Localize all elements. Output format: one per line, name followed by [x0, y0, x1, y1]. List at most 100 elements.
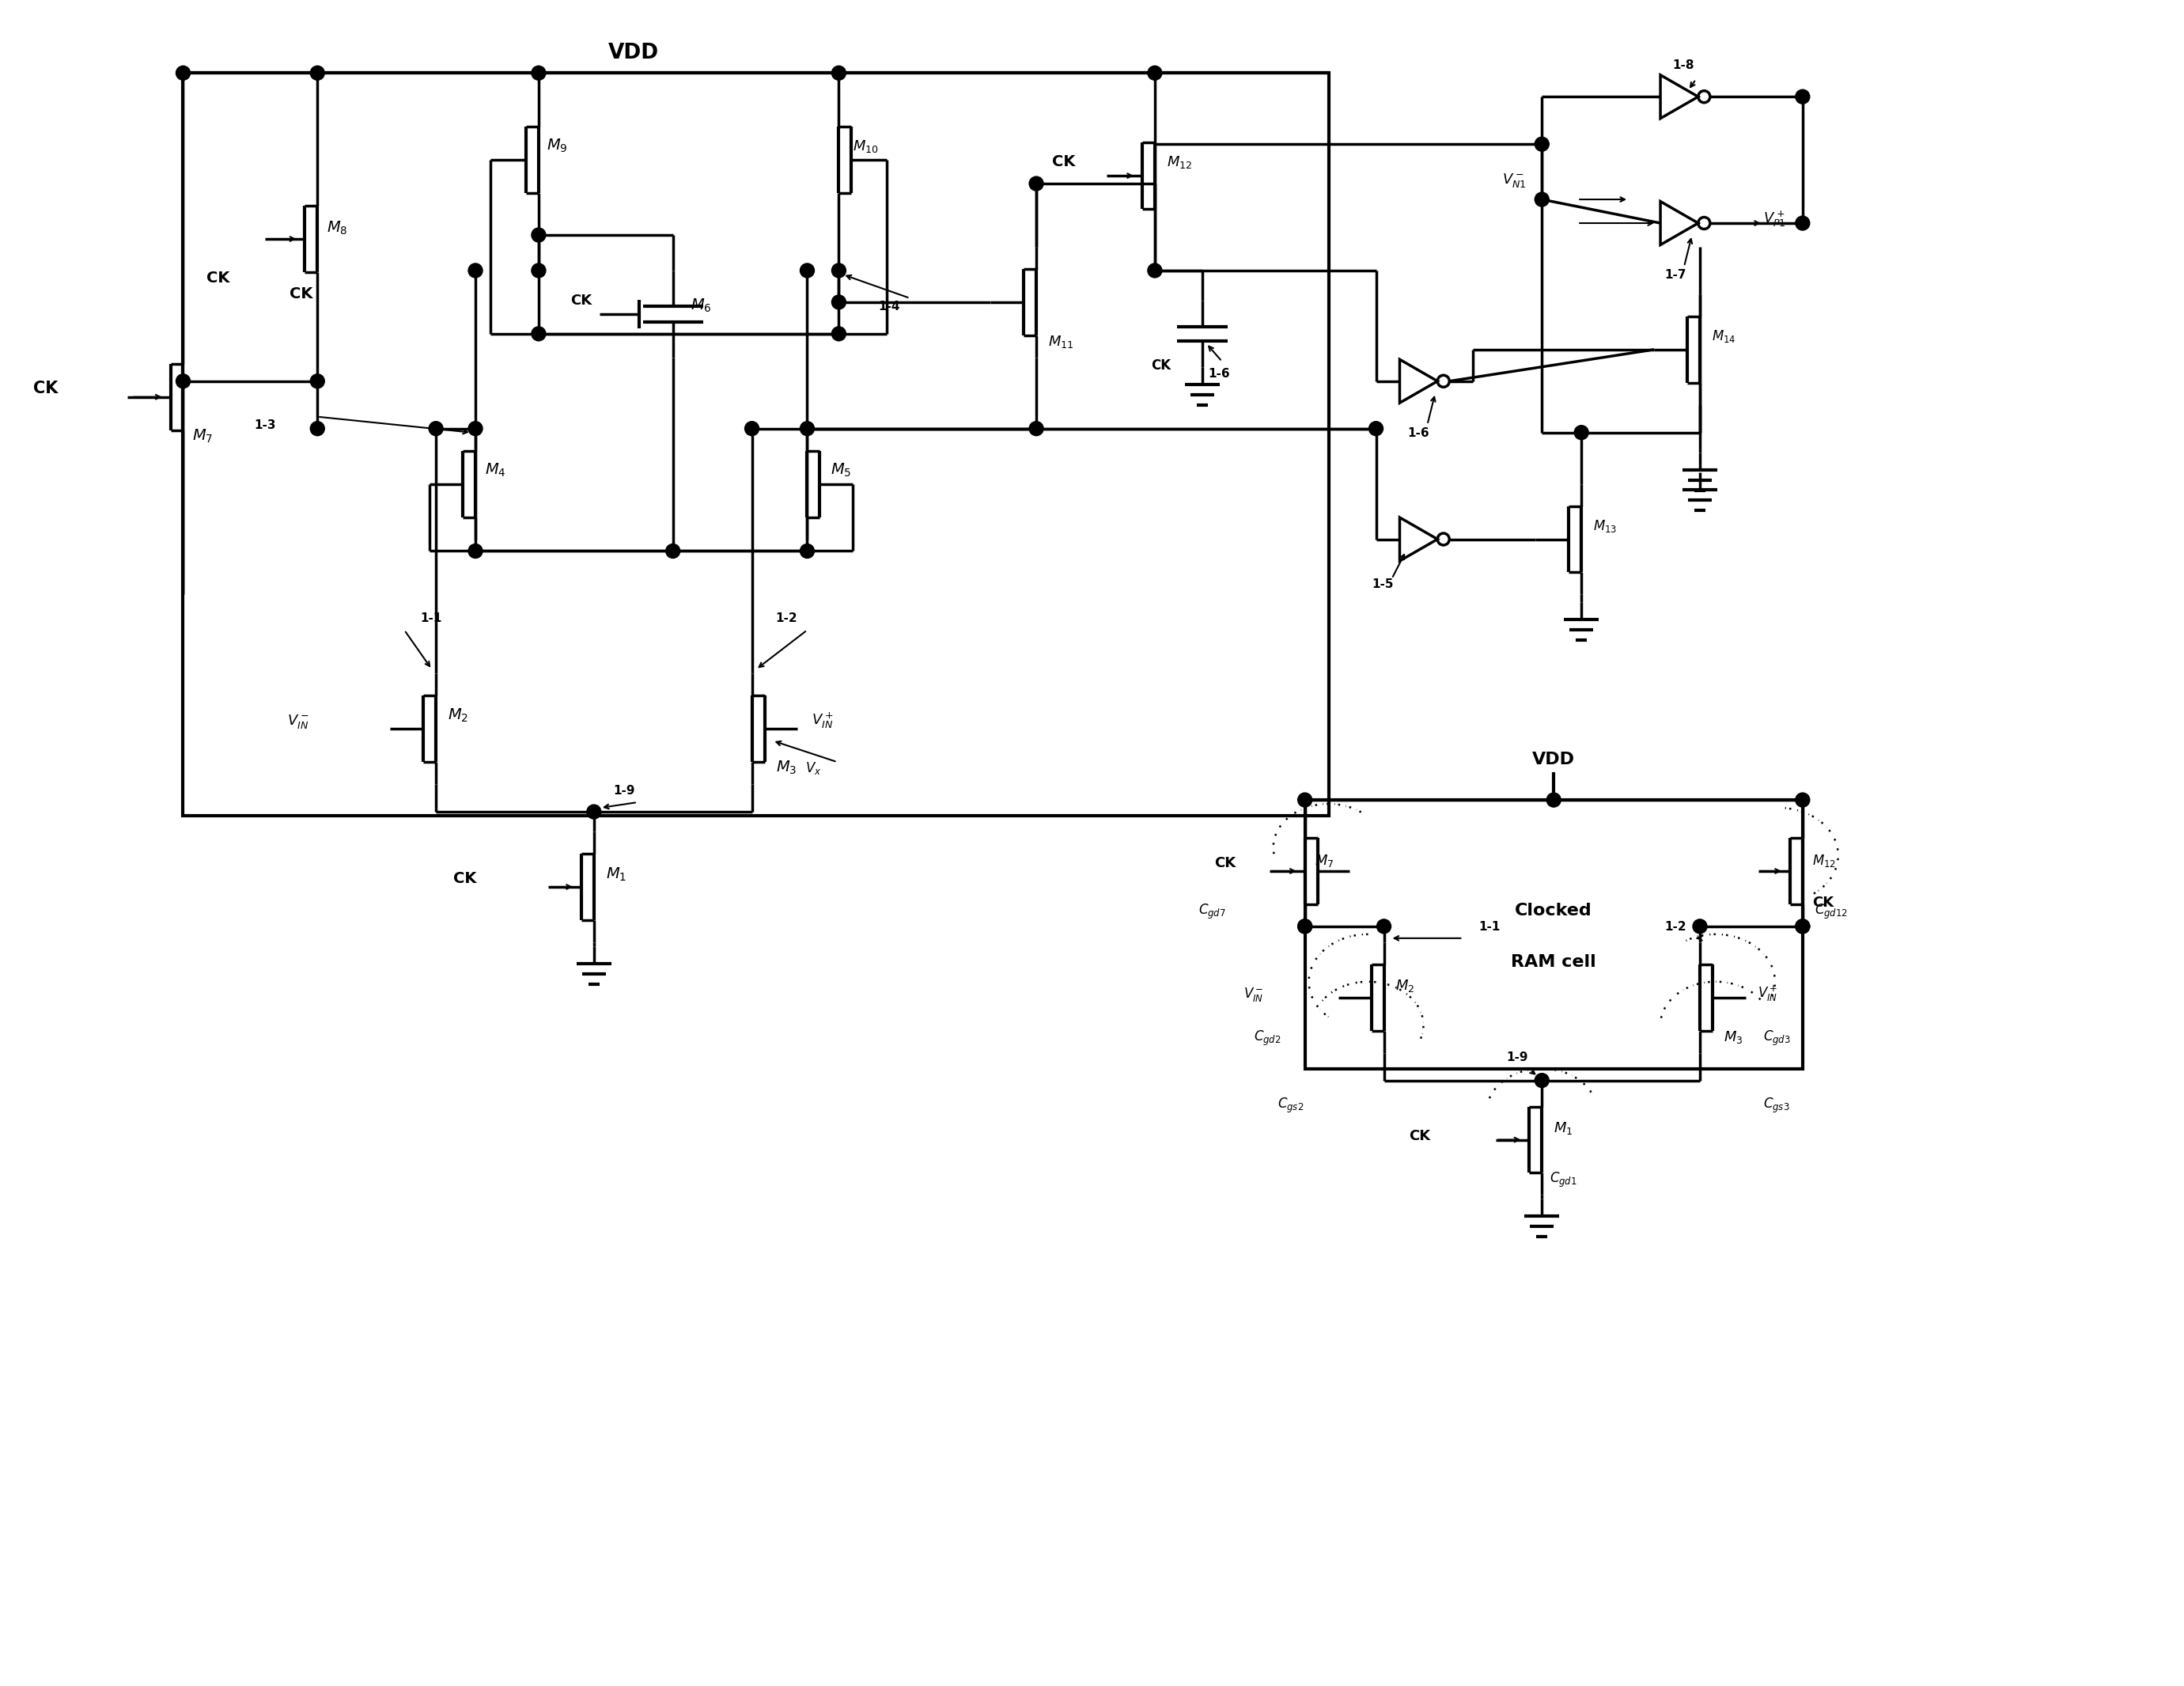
Text: $M_{13}$: $M_{13}$ [1594, 518, 1616, 534]
Text: CK: CK [454, 872, 476, 887]
Circle shape [1297, 919, 1313, 934]
Text: 1-2: 1-2 [775, 612, 797, 624]
Text: $M_{12}$: $M_{12}$ [1166, 155, 1192, 170]
Circle shape [310, 374, 325, 388]
Text: Clocked: Clocked [1516, 902, 1592, 919]
Text: $M_9$: $M_9$ [546, 138, 568, 155]
Text: RAM cell: RAM cell [1511, 954, 1597, 969]
Text: $M_1$: $M_1$ [1553, 1120, 1572, 1136]
Circle shape [1149, 263, 1162, 278]
Text: $M_5$: $M_5$ [830, 462, 852, 479]
Text: VDD: VDD [607, 42, 660, 64]
Circle shape [531, 228, 546, 243]
Circle shape [1029, 177, 1044, 191]
Text: CK: CK [1214, 856, 1236, 870]
Circle shape [832, 263, 845, 278]
Circle shape [1795, 792, 1811, 808]
Text: 1-1: 1-1 [1479, 921, 1500, 932]
Text: $C_{gd7}$: $C_{gd7}$ [1199, 902, 1225, 921]
Text: 1-7: 1-7 [1664, 270, 1686, 282]
Text: $V_{P1}^+$: $V_{P1}^+$ [1762, 209, 1787, 229]
Text: 1-5: 1-5 [1372, 578, 1393, 590]
Circle shape [177, 66, 190, 81]
Text: CK: CK [290, 287, 312, 302]
Text: $M_7$: $M_7$ [1315, 853, 1334, 868]
Circle shape [1693, 919, 1708, 934]
Text: 1-1: 1-1 [419, 612, 441, 624]
Text: $M_{14}$: $M_{14}$ [1712, 329, 1736, 344]
Circle shape [1029, 422, 1044, 435]
Circle shape [310, 422, 325, 435]
Circle shape [1535, 137, 1548, 152]
Circle shape [531, 327, 546, 341]
Circle shape [467, 422, 483, 435]
Text: 1-9: 1-9 [614, 786, 636, 797]
Text: $M_4$: $M_4$ [485, 462, 507, 479]
Circle shape [1369, 422, 1382, 435]
Circle shape [1376, 919, 1391, 934]
Bar [1304, 799, 1802, 1069]
Text: $C_{gd1}$: $C_{gd1}$ [1551, 1172, 1577, 1190]
Text: $M_{12}$: $M_{12}$ [1813, 853, 1837, 868]
Circle shape [1297, 919, 1313, 934]
Text: $M_2$: $M_2$ [448, 706, 467, 723]
Circle shape [1795, 919, 1811, 934]
Text: $M_3$: $M_3$ [1723, 1028, 1743, 1045]
Text: 1-9: 1-9 [1507, 1050, 1529, 1064]
Circle shape [799, 545, 815, 558]
Circle shape [531, 66, 546, 81]
Text: $V_{IN}^+$: $V_{IN}^+$ [1758, 985, 1778, 1003]
Text: 1-8: 1-8 [1673, 59, 1695, 71]
Circle shape [467, 263, 483, 278]
Text: CK: CK [1053, 155, 1075, 169]
Circle shape [1795, 89, 1811, 105]
Circle shape [428, 422, 443, 435]
Text: VDD: VDD [1533, 752, 1575, 767]
Text: 1-3: 1-3 [253, 420, 275, 432]
Text: $V_x$: $V_x$ [806, 760, 821, 776]
Circle shape [745, 422, 760, 435]
Circle shape [587, 804, 601, 819]
Circle shape [177, 374, 190, 388]
Circle shape [832, 66, 845, 81]
Circle shape [832, 295, 845, 309]
Circle shape [1535, 1074, 1548, 1087]
Circle shape [799, 263, 815, 278]
Text: 1-4: 1-4 [878, 300, 900, 312]
Circle shape [310, 66, 325, 81]
Text: $M_{11}$: $M_{11}$ [1048, 334, 1075, 349]
Text: $V_{IN}^+$: $V_{IN}^+$ [812, 711, 834, 730]
Text: $M_2$: $M_2$ [1396, 978, 1415, 993]
Circle shape [467, 545, 483, 558]
Text: $C_{gs3}$: $C_{gs3}$ [1762, 1096, 1789, 1114]
Text: CK: CK [570, 293, 592, 307]
Text: $M_{10}$: $M_{10}$ [854, 138, 878, 155]
Circle shape [832, 327, 845, 341]
Text: 1-6: 1-6 [1208, 368, 1230, 379]
Circle shape [1535, 192, 1548, 207]
Circle shape [1149, 66, 1162, 81]
Text: CK: CK [207, 270, 229, 285]
Text: $C_{gs2}$: $C_{gs2}$ [1278, 1096, 1304, 1114]
Text: $M_7$: $M_7$ [192, 428, 214, 445]
Text: 1-6: 1-6 [1409, 427, 1431, 438]
Circle shape [799, 422, 815, 435]
Circle shape [666, 545, 679, 558]
Circle shape [1575, 425, 1588, 440]
Text: 1-2: 1-2 [1664, 921, 1686, 932]
Text: $V_{N1}^-$: $V_{N1}^-$ [1503, 172, 1527, 189]
Text: $M_8$: $M_8$ [328, 219, 347, 236]
Circle shape [531, 263, 546, 278]
Text: $M_1$: $M_1$ [605, 867, 627, 883]
Text: $V_{IN}^-$: $V_{IN}^-$ [1243, 986, 1262, 1003]
Text: $M_3$: $M_3$ [775, 760, 797, 777]
Text: CK: CK [33, 381, 57, 396]
Text: $C_{gd12}$: $C_{gd12}$ [1815, 902, 1848, 921]
Circle shape [1795, 919, 1811, 934]
Text: $C_{gd2}$: $C_{gd2}$ [1254, 1028, 1282, 1047]
Text: CK: CK [1813, 895, 1835, 910]
Text: $M_6$: $M_6$ [690, 297, 712, 314]
Text: $C_{gd3}$: $C_{gd3}$ [1762, 1028, 1791, 1047]
Circle shape [1297, 792, 1313, 808]
Text: CK: CK [1151, 357, 1171, 373]
